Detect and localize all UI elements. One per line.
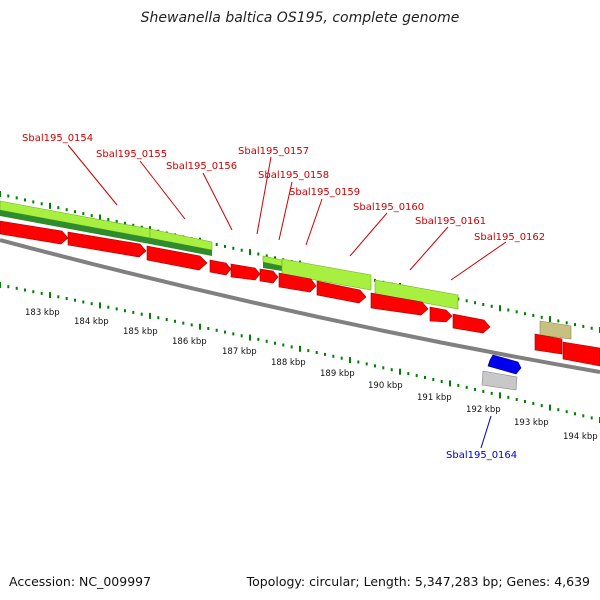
scale-labels: 183 kbp 184 kbp 185 kbp 186 kbp 187 kbp … <box>25 308 598 442</box>
label-leader-lines <box>67 144 507 281</box>
scale-label: 183 kbp <box>25 308 60 318</box>
light-green-feature <box>281 258 372 291</box>
gene-label: Sbal195_0154 <box>22 133 93 144</box>
scale-label: 190 kbp <box>368 381 403 391</box>
scale-label: 191 kbp <box>417 393 452 403</box>
cds-arrow <box>259 268 279 284</box>
gene-label: Sbal195_0159 <box>289 187 360 198</box>
cds-arrow <box>67 231 147 258</box>
scale-label: 184 kbp <box>74 317 109 327</box>
cds-arrow <box>278 272 317 293</box>
cds-arrow <box>209 259 232 276</box>
dark-green-feature <box>263 262 282 271</box>
cds-arrow <box>534 333 563 355</box>
accession-text: Accession: NC_009997 <box>9 574 151 589</box>
dark-green-feature <box>0 210 150 244</box>
green-feature-tier <box>0 200 572 340</box>
genome-backbone <box>0 238 600 374</box>
gene-label: Sbal195_0160 <box>353 202 424 213</box>
gene-label: Sbal195_0164 <box>446 450 517 461</box>
cds-arrow <box>562 341 600 367</box>
genome-summary-text: Topology: circular; Length: 5,347,283 bp… <box>246 574 590 589</box>
cds-arrow <box>429 306 453 323</box>
scale-label: 185 kbp <box>123 327 158 337</box>
gene-label: Sbal195_0156 <box>166 161 237 172</box>
gene-label: Sbal195_0162 <box>474 232 545 243</box>
cds-arrow <box>230 263 261 281</box>
cds-arrow <box>316 280 367 304</box>
scale-label: 188 kbp <box>271 358 306 368</box>
cds-arrow <box>370 292 429 316</box>
scale-label: 192 kbp <box>466 405 501 415</box>
scale-tick-track <box>0 282 600 423</box>
cds-arrow <box>452 313 491 334</box>
scale-label: 194 kbp <box>563 432 598 442</box>
scale-label: 187 kbp <box>222 347 257 357</box>
gene-label: Sbal195_0155 <box>96 149 167 160</box>
label-leader-line-blue <box>480 415 492 449</box>
cds-arrow <box>0 220 69 245</box>
dark-green-feature <box>150 238 212 256</box>
scale-label: 193 kbp <box>514 418 549 428</box>
map-title: Shewanella baltica OS195, complete genom… <box>141 10 460 26</box>
olive-feature <box>539 320 572 340</box>
blue-feature-arrow <box>487 354 522 375</box>
scale-label: 189 kbp <box>320 369 355 379</box>
light-green-feature <box>374 279 459 310</box>
gene-label: Sbal195_0161 <box>415 216 486 227</box>
cds-arrow <box>146 245 208 271</box>
cds-arrow-tier <box>0 220 600 367</box>
gene-label: Sbal195_0157 <box>238 146 309 157</box>
scale-label: 186 kbp <box>172 337 207 347</box>
grey-feature <box>481 370 518 391</box>
gene-label: Sbal195_0158 <box>258 170 329 181</box>
